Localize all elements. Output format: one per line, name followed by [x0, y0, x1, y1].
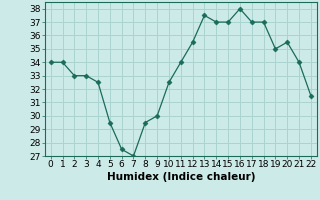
X-axis label: Humidex (Indice chaleur): Humidex (Indice chaleur) — [107, 172, 255, 182]
